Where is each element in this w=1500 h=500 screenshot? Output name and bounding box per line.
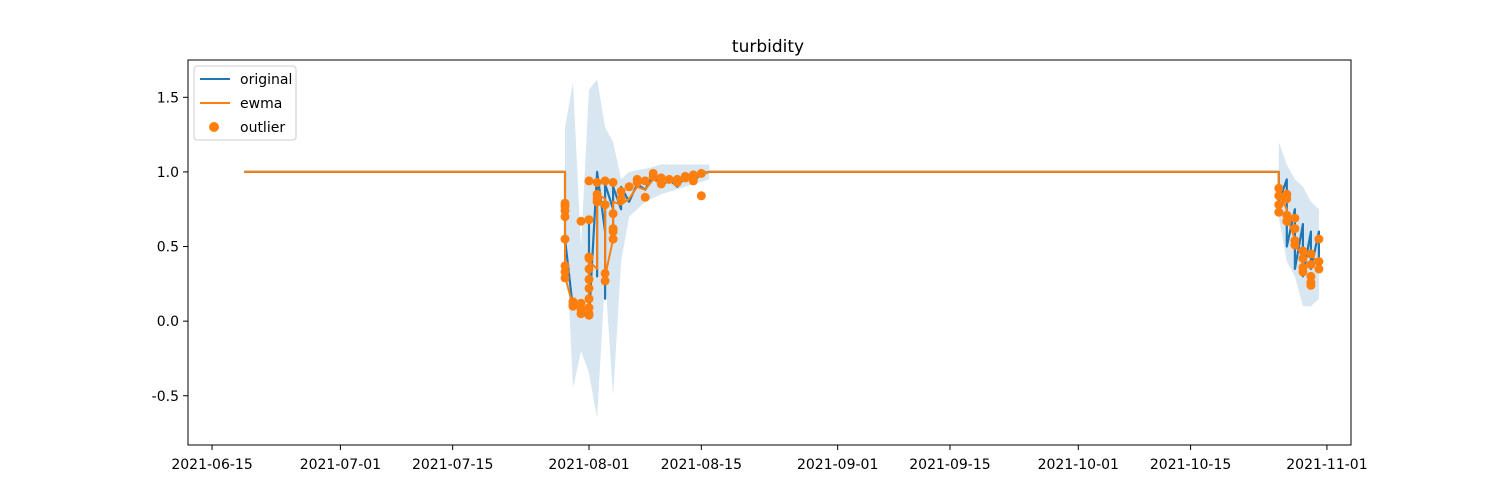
outlier-point [656, 179, 666, 189]
outlier-point [616, 194, 626, 204]
outlier-point [1274, 207, 1284, 217]
legend-box [193, 65, 297, 141]
outlier-point [1306, 249, 1316, 259]
outlier-point [1290, 213, 1300, 223]
outlier-point [696, 191, 706, 201]
outlier-point [584, 303, 594, 313]
legend-outlier-swatch [209, 122, 219, 132]
y-tick-label: 0.5 [157, 240, 179, 256]
outlier-point [608, 224, 618, 234]
x-tick-label: 2021-10-01 [1038, 457, 1119, 473]
x-tick-label: 2021-07-15 [412, 457, 493, 473]
outlier-point [688, 170, 698, 180]
outlier-point [1274, 183, 1284, 193]
outlier-point [1306, 280, 1316, 290]
outlier-point [584, 294, 594, 304]
outlier-point [600, 200, 610, 210]
outlier-point [1306, 271, 1316, 281]
outlier-point [584, 215, 594, 225]
outlier-point [640, 192, 650, 202]
outlier-point [584, 264, 594, 274]
outlier-point [1290, 224, 1300, 234]
outlier-point [1274, 200, 1284, 210]
x-axis: 2021-06-15 2021-07-01 2021-07-15 2021-08-01… [171, 445, 1368, 473]
outlier-point [576, 309, 586, 319]
outlier-point [592, 197, 602, 207]
outlier-point [1314, 234, 1324, 244]
outlier-point [624, 182, 634, 192]
outlier-point [672, 174, 682, 184]
y-axis: -0.5 0.0 0.5 1.0 1.5 [152, 90, 188, 405]
outlier-point [584, 310, 594, 320]
x-tick-label: 2021-07-01 [300, 457, 381, 473]
x-tick-label: 2021-08-01 [548, 457, 629, 473]
legend-ewma-label: ewma [240, 96, 282, 112]
x-tick-label: 2021-10-15 [1150, 457, 1231, 473]
outlier-point [632, 174, 642, 184]
outlier-point [1274, 191, 1284, 201]
x-tick-label: 2021-09-15 [909, 457, 990, 473]
y-tick-label: 1.5 [157, 90, 179, 106]
x-tick-label: 2021-06-15 [171, 457, 252, 473]
outlier-point [640, 176, 650, 186]
outlier-point [584, 254, 594, 263]
outlier-point [600, 176, 610, 186]
outlier-point [560, 273, 570, 283]
x-tick-label: 2021-11-01 [1286, 457, 1367, 473]
outlier-point [560, 234, 570, 244]
outlier-point [1298, 267, 1308, 277]
y-tick-label: 1.0 [157, 165, 179, 181]
outlier-point [584, 283, 594, 293]
legend-original-label: original [240, 72, 292, 88]
y-tick-label: 0.0 [157, 314, 179, 330]
outlier-point [608, 209, 618, 219]
outlier-point [608, 234, 618, 244]
outlier-point [560, 212, 570, 222]
confidence-band-1 [565, 79, 710, 419]
legend: original ewma outlier [193, 65, 297, 141]
outlier-point [1314, 257, 1324, 266]
x-tick-label: 2021-09-01 [797, 457, 878, 473]
outlier-point [600, 268, 610, 278]
outlier-point [680, 173, 690, 183]
outlier-point [616, 186, 626, 196]
outlier-point [1306, 259, 1316, 269]
outlier-point [648, 168, 658, 178]
outlier-point [1314, 264, 1324, 274]
outlier-point [568, 301, 578, 311]
plot-area [244, 79, 1324, 419]
axes-frame [187, 59, 1352, 446]
outlier-point [1290, 240, 1300, 250]
outlier-point [576, 216, 586, 226]
chart-title: turbidity [732, 37, 804, 57]
outlier-point [1298, 246, 1308, 256]
outlier-point [1282, 210, 1292, 220]
outlier-point [696, 168, 706, 178]
outlier-point [1282, 194, 1292, 204]
outlier-point [1298, 254, 1308, 263]
outlier-point [592, 177, 602, 187]
outlier-point [600, 276, 610, 286]
outlier-point [584, 176, 594, 186]
outlier-point [608, 177, 618, 187]
y-tick-label: -0.5 [152, 389, 179, 405]
outlier-point [664, 174, 674, 184]
x-tick-label: 2021-08-15 [661, 457, 742, 473]
legend-outlier-label: outlier [240, 120, 285, 136]
outlier-point [584, 274, 594, 284]
